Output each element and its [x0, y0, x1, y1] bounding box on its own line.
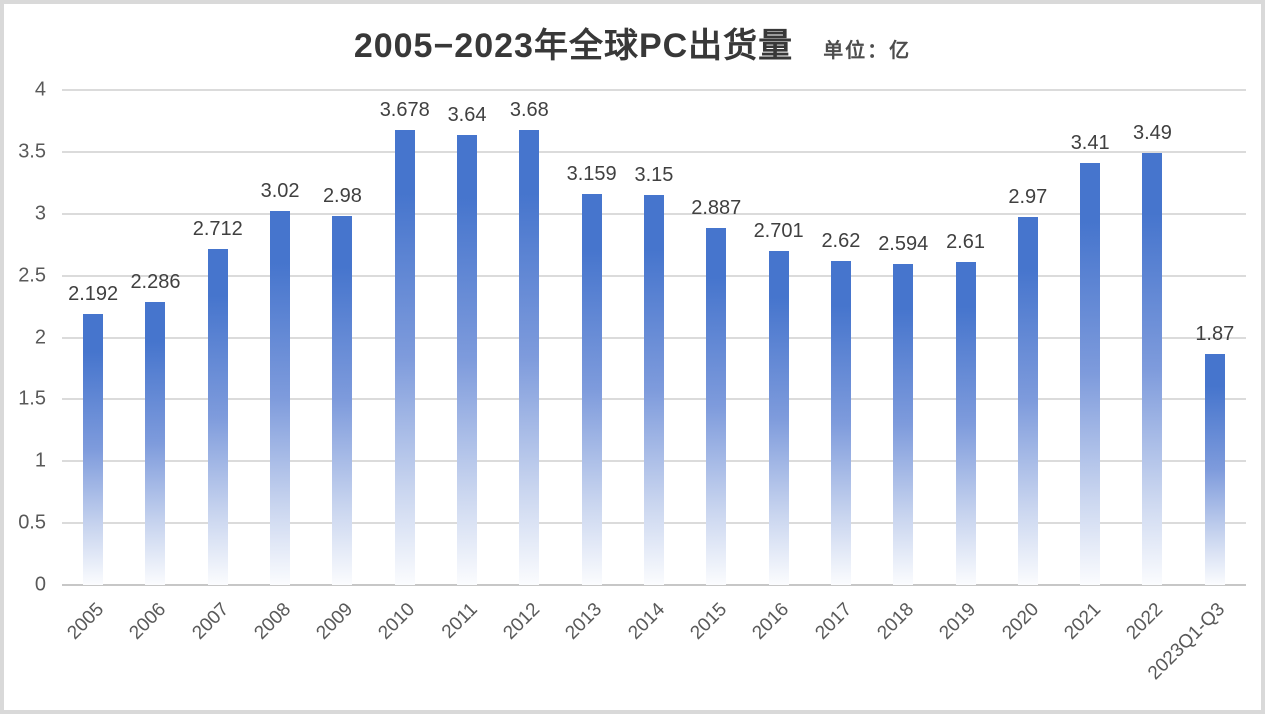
- bar-2021: [1080, 163, 1101, 585]
- bar-column: 2.192 2005: [62, 90, 124, 644]
- bar-column: 2.286 2006: [124, 90, 186, 644]
- bar-value-label: 2.62: [821, 229, 861, 252]
- x-axis-category-label: 2008: [250, 599, 295, 644]
- x-axis-category-label: 2010: [374, 599, 420, 644]
- bar-value-label: 2.286: [130, 271, 181, 294]
- bar-value-label: 2.712: [192, 218, 243, 241]
- bar-2018: [893, 264, 914, 585]
- gridline: [62, 89, 1246, 91]
- bar-2019: [955, 262, 976, 585]
- bar-column: 2.887 2015: [685, 90, 747, 644]
- bar-value-label: 2.97: [1008, 186, 1048, 209]
- bar-value-label: 3.678: [379, 98, 430, 121]
- bar-value-label: 3.15: [634, 164, 674, 187]
- x-axis-category-label: 2007: [187, 599, 233, 644]
- bar-2017: [830, 260, 851, 585]
- x-axis-category-label: 2020: [997, 599, 1043, 644]
- bar-2016: [768, 250, 789, 585]
- bar-value-label: 3.02: [260, 180, 300, 203]
- x-axis-category-label: 2019: [935, 599, 981, 644]
- bar-column: 2.701 2016: [747, 90, 809, 644]
- bar-value-label: 2.98: [322, 185, 362, 208]
- x-axis-category-label: 2005: [63, 599, 109, 644]
- bar-value-label: 3.159: [566, 163, 617, 186]
- y-axis-tick-label: 3.5: [18, 140, 46, 163]
- chart-title: 2005−2023年全球PC出货量: [353, 27, 794, 65]
- x-axis-category-label: 2006: [125, 599, 171, 644]
- bar-value-label: 3.49: [1133, 122, 1172, 145]
- x-axis-category-label: 2011: [438, 599, 482, 643]
- y-axis-tick-label: 2.5: [18, 264, 46, 287]
- bar-2010: [394, 129, 415, 585]
- bar-column: 2.97 2020: [997, 90, 1059, 643]
- y-axis-tick-label: 0: [34, 573, 46, 596]
- bar-column: 3.159 2013: [561, 90, 623, 644]
- bar-column: 2.594 2018: [872, 90, 934, 644]
- y-axis-tick-label: 1: [34, 449, 46, 472]
- x-axis-category-label: 2009: [312, 599, 358, 644]
- y-axis-labels: 0 0.5 1 1.5 2 2.5 3 3.5 4: [4, 79, 50, 596]
- bar-column: 3.64 2011: [436, 90, 498, 643]
- bar-2014: [643, 195, 664, 585]
- bar-value-label: 1.87: [1195, 322, 1235, 345]
- bar-2023Q1-Q3: [1204, 353, 1225, 585]
- x-axis-category-label: 2012: [499, 599, 545, 644]
- x-axis-category-label: 2021: [1060, 599, 1106, 644]
- y-axis-tick-label: 3: [34, 202, 46, 225]
- bars-layer: 2.192 2005 2.286 2006 2.712 2007 3.02 2008 2.98 2…: [62, 90, 1246, 684]
- bar-column: 3.41 2021: [1059, 90, 1121, 644]
- bar-column: 2.712 2007: [187, 90, 249, 643]
- bar-2020: [1017, 217, 1038, 585]
- bar-column: 2.61 2019: [934, 90, 996, 644]
- bar-2006: [145, 302, 166, 585]
- bar-column: 2.62 2017: [810, 90, 872, 644]
- y-axis-tick-label: 1.5: [18, 387, 46, 410]
- x-axis-category-label: 2015: [686, 599, 732, 644]
- x-axis-baseline: [62, 584, 1246, 586]
- chart-header: 2005−2023年全球PC出货量 单位：亿: [4, 18, 1261, 67]
- x-axis-category-label: 2018: [873, 599, 919, 644]
- bar-column: 1.87 2023Q1-Q3: [1145, 90, 1246, 684]
- bar-2012: [519, 129, 540, 585]
- bar-2011: [457, 134, 478, 585]
- bar-value-label: 2.594: [878, 233, 929, 255]
- bar-2008: [270, 211, 291, 585]
- gridline: [62, 150, 1246, 153]
- bar-value-label: 3.68: [509, 98, 549, 121]
- x-axis-category-label: 2017: [811, 599, 856, 644]
- bar-2015: [706, 227, 727, 585]
- bar-column: 2.98 2009: [311, 90, 373, 644]
- bar-column: 3.678 2010: [374, 90, 436, 644]
- x-axis-category-label: 2013: [561, 599, 607, 644]
- bar-column: 3.15 2014: [623, 90, 685, 644]
- bar-2007: [207, 249, 228, 585]
- bar-value-label: 2.192: [68, 282, 119, 305]
- bar-value-label: 3.64: [447, 103, 487, 126]
- bar-value-label: 3.41: [1070, 132, 1110, 155]
- y-axis-tick-label: 2: [34, 326, 46, 348]
- y-axis-tick-label: 0.5: [18, 511, 46, 534]
- bar-column: 3.49 2022: [1121, 90, 1183, 644]
- bar-value-label: 2.887: [691, 196, 742, 219]
- y-axis-tick-label: 4: [34, 78, 46, 101]
- bar-column: 3.02 2008: [249, 90, 311, 643]
- bar-2005: [83, 313, 104, 585]
- bar-2013: [581, 194, 602, 585]
- bar-value-label: 2.701: [753, 219, 804, 242]
- bar-value-label: 2.61: [946, 231, 985, 254]
- x-axis-category-label: 2022: [1122, 599, 1168, 644]
- bar-2022: [1142, 153, 1163, 585]
- unit-label: 单位：亿: [823, 40, 912, 62]
- x-axis-category-label: 2014: [624, 599, 669, 644]
- bar-column: 3.68 2012: [498, 90, 560, 644]
- bar-2009: [332, 216, 353, 585]
- plot-area: 2.192 2005 2.286 2006 2.712 2007 3.02 2008 2.98 2…: [62, 89, 1246, 684]
- x-axis-category-label: 2016: [748, 599, 794, 644]
